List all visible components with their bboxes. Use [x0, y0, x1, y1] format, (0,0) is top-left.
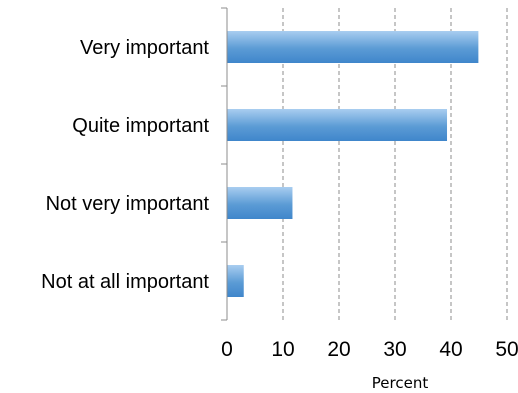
x-axis-title: Percent: [372, 374, 429, 392]
x-tick-label: 20: [327, 338, 350, 361]
x-tick-label: 30: [383, 338, 406, 361]
category-label: Not at all important: [41, 271, 209, 293]
category-label: Not very important: [46, 193, 210, 215]
x-tick-label: 50: [495, 338, 518, 361]
bar-quite-important: [227, 109, 448, 141]
x-tick-label: 40: [439, 338, 462, 361]
x-tick-labels: 0 10 20 30 40 50: [221, 338, 518, 361]
bars: [227, 31, 479, 297]
x-tick-label: 10: [271, 338, 294, 361]
bar-not-at-all-important: [227, 265, 244, 297]
bar-not-very-important: [227, 187, 293, 219]
category-label: Very important: [80, 37, 209, 59]
category-labels: Very important Quite important Not very im…: [41, 37, 209, 293]
category-label: Quite important: [72, 115, 209, 137]
x-tick-label: 0: [221, 338, 233, 361]
bar-very-important: [227, 31, 479, 63]
